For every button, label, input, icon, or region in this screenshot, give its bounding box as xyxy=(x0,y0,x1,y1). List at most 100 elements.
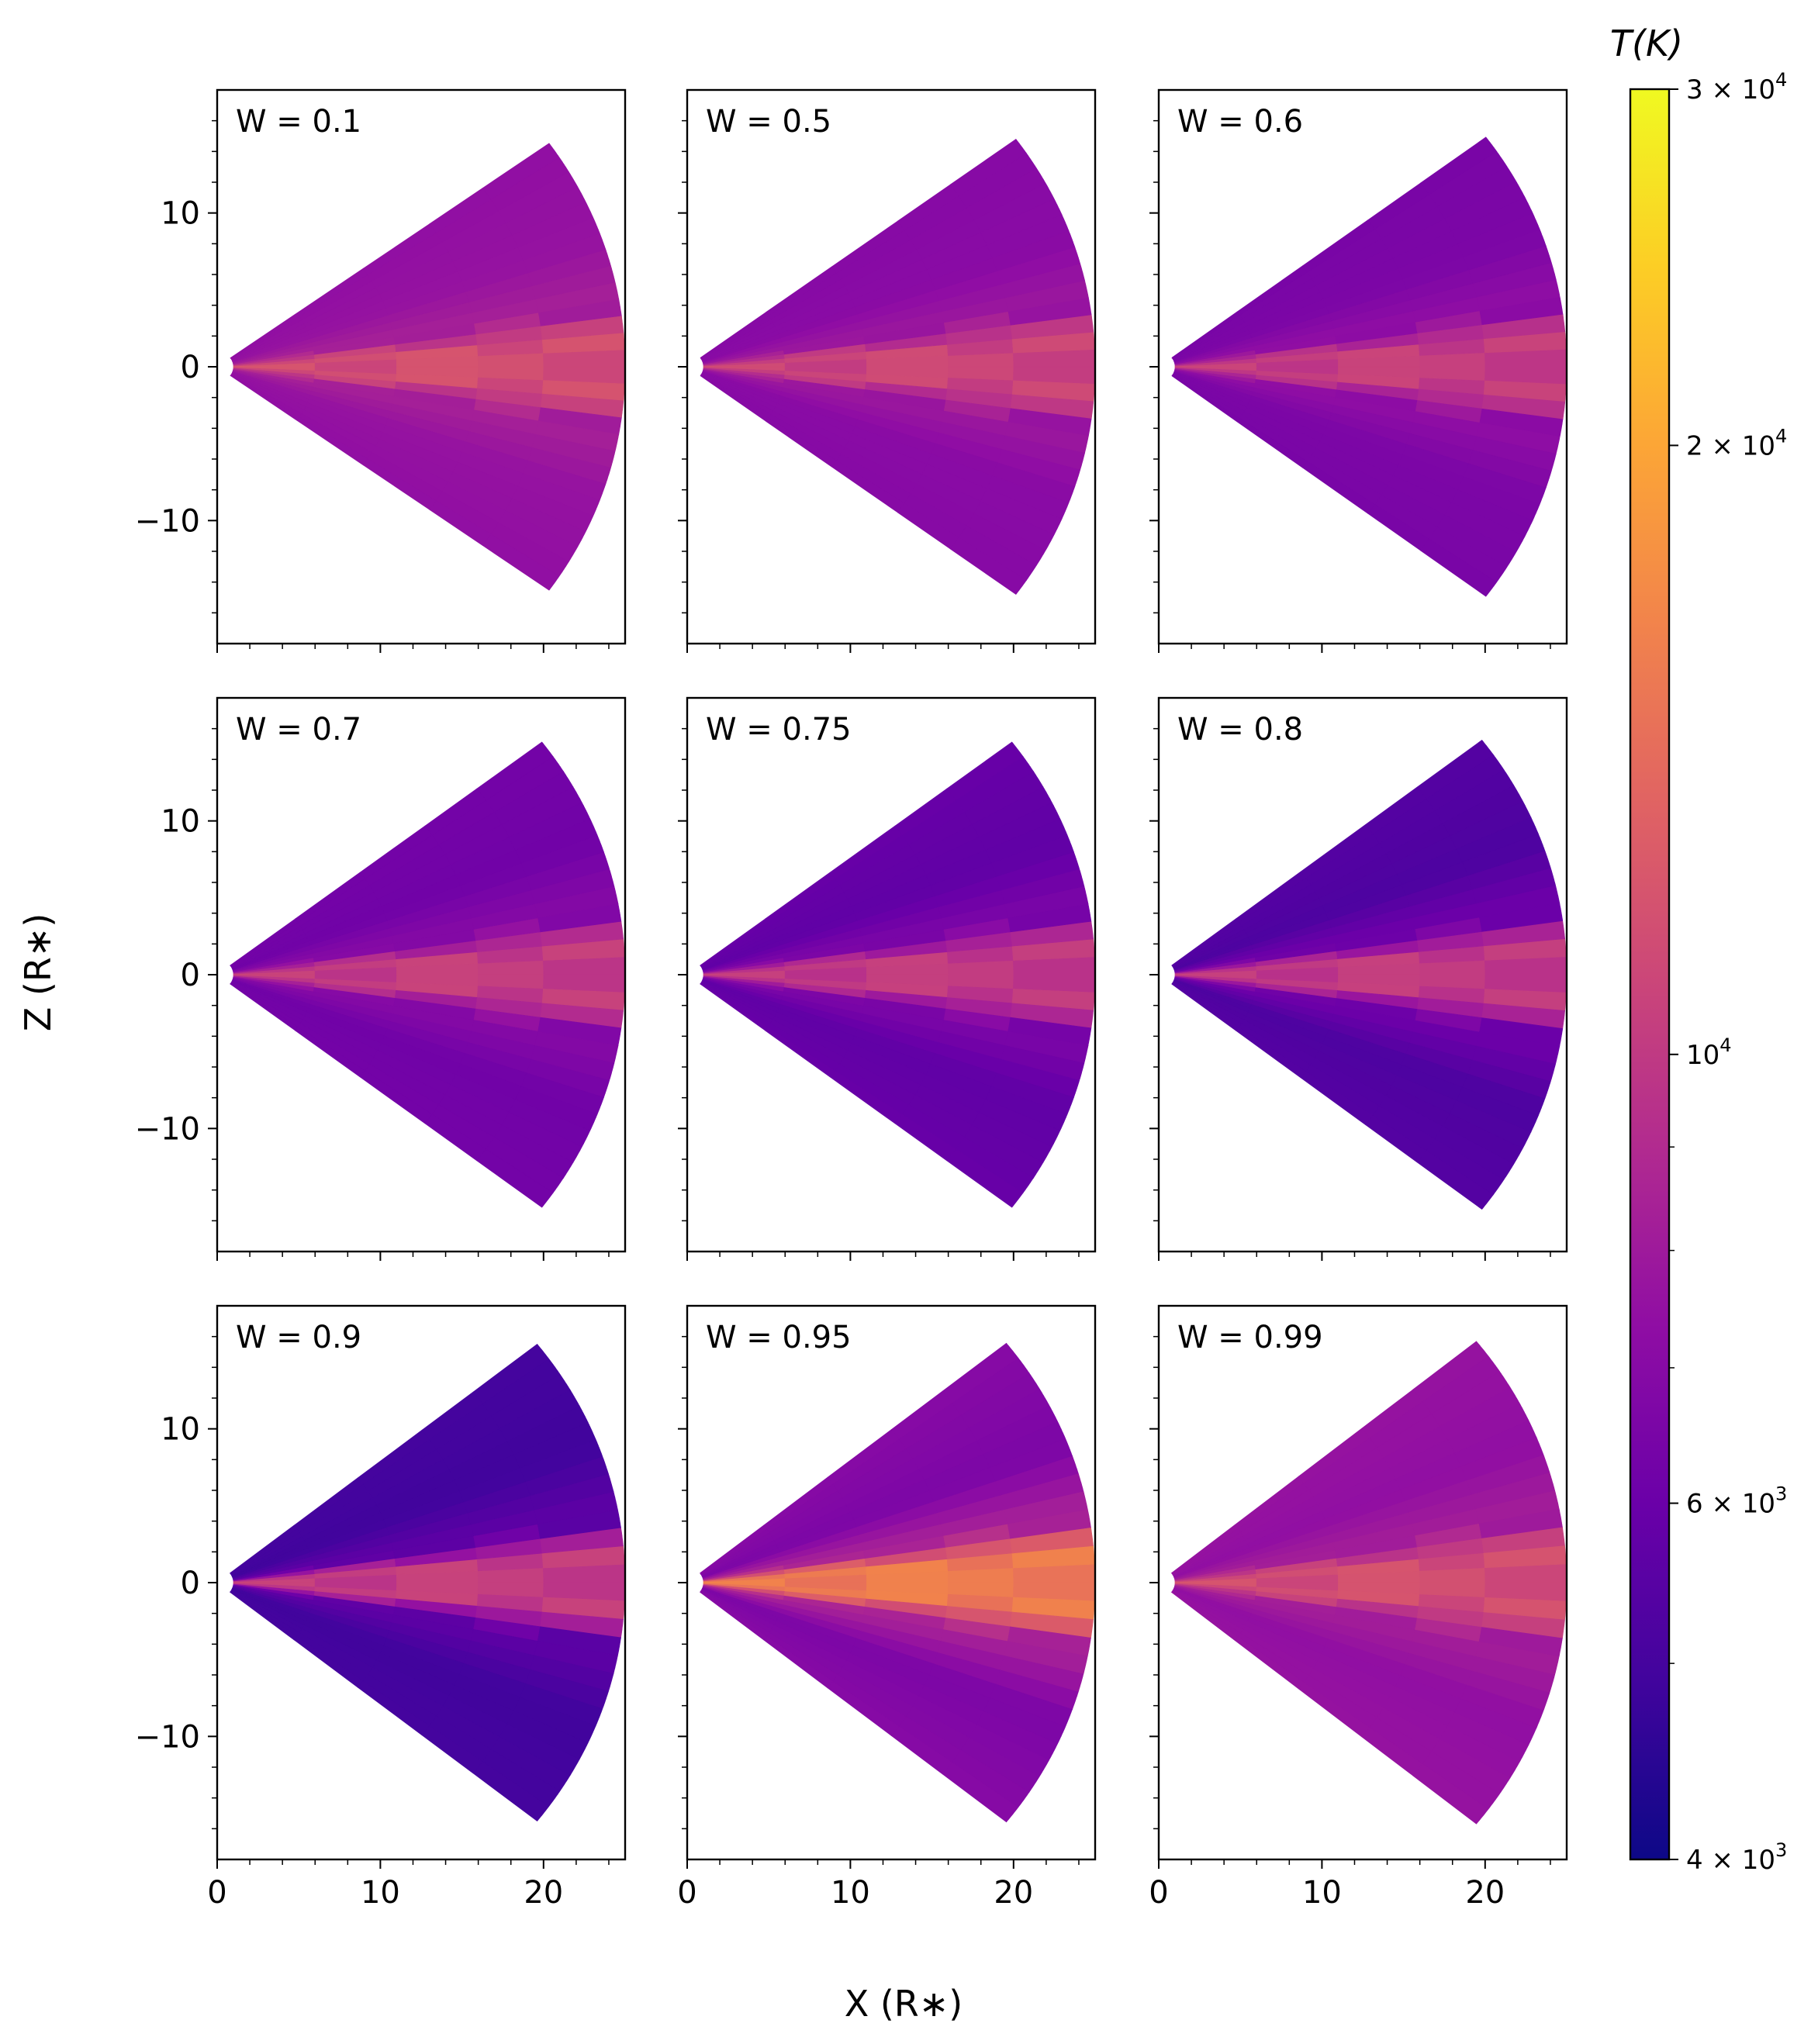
temperature-cell xyxy=(526,1058,610,1098)
temperature-cell xyxy=(490,522,569,577)
colorbar: 3 × 104 2 × 104 104 6 × 103 4 × 103 T(K) xyxy=(1610,22,1787,1876)
colorbar-ticks: 3 × 104 2 × 104 104 6 × 103 4 × 103 xyxy=(1669,69,1787,1876)
temperature-cell xyxy=(1426,1138,1505,1196)
panel: 0 10 20 W = 0.95 xyxy=(677,1304,1097,1911)
panel: W = 0.75 xyxy=(678,696,1097,1261)
temperature-cell xyxy=(942,1342,1019,1404)
temperature-cell xyxy=(531,1044,615,1081)
temperature-cell xyxy=(476,741,554,801)
temperature-cell xyxy=(951,1749,1030,1808)
x-tick-label: 20 xyxy=(1465,1875,1505,1911)
temperature-cell xyxy=(493,1124,574,1179)
temperature-cell xyxy=(1479,408,1564,437)
temperature-cell xyxy=(1444,502,1526,553)
x-tick-label: 20 xyxy=(524,1875,563,1911)
x-tick-label: 20 xyxy=(994,1875,1033,1911)
temperature-cell xyxy=(1000,1655,1084,1693)
temperature-cell xyxy=(486,1137,564,1193)
panel-grid: 10 0 −10 W = 0.1 W = 0.5 W = 0.6 10 0 −10 W = 0.7… xyxy=(135,88,1568,1911)
temperature-cell xyxy=(963,1124,1044,1179)
temperature-cell xyxy=(482,533,560,591)
temperature-cell xyxy=(1004,1031,1089,1064)
temperature-cell xyxy=(980,488,1063,536)
temperature-cell xyxy=(969,1724,1049,1777)
temperature-cell xyxy=(1431,1738,1511,1794)
wedge-plot xyxy=(700,138,1095,596)
temperature-cell xyxy=(1451,489,1533,537)
panel-label: W = 0.95 xyxy=(706,1320,852,1355)
x-tick-label: 0 xyxy=(677,1875,696,1911)
temperature-cell xyxy=(531,433,616,468)
temperature-cell xyxy=(1422,1751,1500,1810)
temperature-cell xyxy=(1466,1670,1550,1711)
temperature-cell xyxy=(472,1343,550,1404)
y-tick-label: 0 xyxy=(181,958,200,993)
temperature-cell xyxy=(540,393,624,419)
colorbar-tick-label: 4 × 103 xyxy=(1686,1839,1787,1876)
temperature-cell xyxy=(511,485,594,532)
temperature-cell xyxy=(971,1112,1052,1163)
panel-label: W = 0.5 xyxy=(706,104,831,140)
wedge-plot xyxy=(229,741,625,1208)
temperature-cell xyxy=(989,1683,1073,1728)
panel: W = 0.6 xyxy=(1149,88,1568,653)
temperature-cell xyxy=(1471,1656,1555,1694)
temperature-cell xyxy=(949,537,1028,596)
panel-label: W = 0.7 xyxy=(236,712,361,748)
panel: 0 10 20 W = 0.99 xyxy=(1149,1304,1568,1911)
temperature-cell xyxy=(540,1003,624,1029)
temperature-cell xyxy=(1481,1612,1565,1639)
wedge-plot xyxy=(1170,1341,1567,1825)
temperature-cell xyxy=(1429,527,1508,583)
panel: W = 0.5 xyxy=(678,88,1097,653)
colorbar-gradient xyxy=(1630,89,1669,1859)
y-tick-label: 10 xyxy=(161,804,200,840)
temperature-cell xyxy=(499,1723,580,1776)
temperature-cell xyxy=(501,1112,582,1163)
temperature-cell xyxy=(491,1736,571,1792)
temperature-cell xyxy=(1004,1641,1088,1675)
temperature-cell xyxy=(1420,538,1498,597)
temperature-cell xyxy=(530,1655,614,1692)
temperature-cell xyxy=(1446,1712,1529,1763)
colorbar-title: T(K) xyxy=(1610,22,1683,64)
temperature-cell xyxy=(1412,1341,1489,1402)
temperature-cell xyxy=(525,1669,609,1710)
panel: 10 0 −10 W = 0.1 xyxy=(135,88,627,653)
colorbar-tick-label: 6 × 103 xyxy=(1686,1483,1787,1520)
wedge-plot xyxy=(700,1342,1095,1823)
panel-label: W = 0.99 xyxy=(1177,1320,1323,1355)
temperature-cell xyxy=(1481,394,1566,420)
temperature-cell xyxy=(527,447,611,485)
temperature-cell xyxy=(973,501,1055,551)
wedge-plot xyxy=(230,143,625,591)
x-tick-label: 0 xyxy=(1149,1875,1168,1911)
temperature-cell xyxy=(535,420,620,452)
panel: 10 0 −10 W = 0.7 xyxy=(135,696,627,1261)
temperature-cell xyxy=(1456,1086,1539,1133)
colorbar-tick-label: 3 × 104 xyxy=(1686,69,1787,105)
temperature-cell xyxy=(960,1737,1040,1793)
temperature-cell xyxy=(1010,394,1094,420)
x-axis-label: X (R∗) xyxy=(845,1983,963,2025)
x-tick-label: 10 xyxy=(361,1875,400,1911)
temperature-cell xyxy=(1004,422,1089,454)
temperature-cell xyxy=(472,1761,550,1822)
temperature-cell xyxy=(498,510,579,562)
temperature-cell xyxy=(966,513,1046,566)
temperature-cell xyxy=(1439,1725,1520,1779)
temperature-cell xyxy=(534,1641,618,1674)
temperature-cell xyxy=(1467,1059,1551,1100)
temperature-cell xyxy=(1434,1126,1515,1180)
wedge-plot xyxy=(230,1343,625,1822)
temperature-cell xyxy=(997,449,1081,487)
temperature-cell xyxy=(506,1711,589,1760)
temperature-cell xyxy=(1001,1044,1085,1081)
temperature-cell xyxy=(1010,1611,1094,1638)
temperature-cell xyxy=(956,1137,1034,1193)
temperature-cell xyxy=(992,462,1076,503)
panel-label: W = 0.9 xyxy=(236,1320,361,1355)
temperature-cell xyxy=(1475,1031,1561,1065)
temperature-cell xyxy=(1463,463,1547,505)
x-tick-label: 10 xyxy=(1302,1875,1342,1911)
